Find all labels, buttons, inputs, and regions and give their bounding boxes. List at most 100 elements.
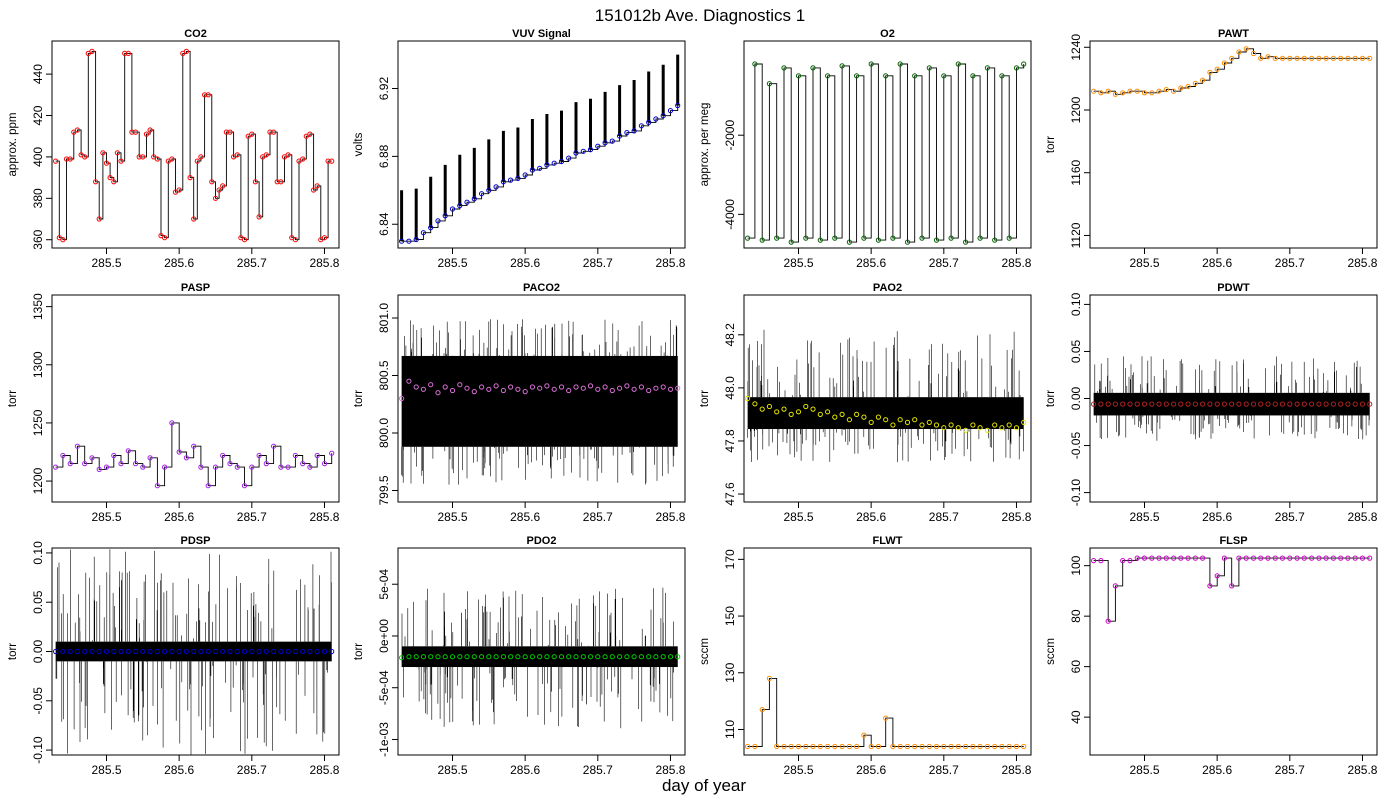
data-point bbox=[1013, 743, 1020, 750]
data-point bbox=[1127, 401, 1133, 407]
y-tick-label: 47.8 bbox=[723, 429, 737, 453]
data-point bbox=[638, 654, 645, 660]
data-point bbox=[1229, 583, 1235, 589]
data-point bbox=[220, 648, 226, 655]
data-point bbox=[329, 648, 335, 655]
data-point bbox=[1367, 555, 1373, 561]
y-tick-label: 0.00 bbox=[1069, 386, 1083, 410]
marker-group bbox=[53, 420, 335, 489]
data-point bbox=[172, 189, 179, 195]
y-axis-label: approx. ppm bbox=[7, 113, 19, 177]
plot-area bbox=[1091, 555, 1373, 624]
data-point bbox=[875, 743, 882, 750]
data-point bbox=[897, 61, 903, 67]
data-point bbox=[752, 743, 758, 750]
data-point bbox=[1178, 85, 1184, 91]
y-tick-label: 130 bbox=[723, 662, 737, 682]
data-point bbox=[147, 127, 153, 133]
data-point bbox=[1163, 555, 1169, 561]
x-tick-label: 285.8 bbox=[655, 510, 685, 524]
data-point bbox=[883, 73, 889, 79]
data-point bbox=[803, 403, 809, 410]
data-point bbox=[227, 461, 233, 467]
data-point bbox=[846, 743, 853, 750]
panel-pdsp: PDSP 285.5 285.6 285.7 285.8 -0.10 -0.05 0.00 0.… bbox=[7, 535, 340, 777]
data-point bbox=[781, 743, 787, 750]
data-point bbox=[1229, 55, 1235, 61]
data-point bbox=[984, 743, 991, 750]
x-tick-label: 285.6 bbox=[164, 256, 194, 270]
y-tick-label: 47.6 bbox=[723, 482, 737, 506]
data-point bbox=[435, 654, 441, 660]
data-point bbox=[67, 156, 73, 162]
data-point bbox=[948, 235, 954, 241]
data-point bbox=[926, 419, 932, 425]
plot-area bbox=[745, 329, 1027, 463]
data-point bbox=[624, 383, 630, 389]
data-point bbox=[278, 648, 284, 655]
data-point bbox=[558, 158, 565, 165]
data-point bbox=[1207, 401, 1213, 407]
x-tick-label: 285.6 bbox=[510, 763, 540, 777]
data-point bbox=[1221, 401, 1228, 407]
panel-title: PASP bbox=[181, 282, 210, 294]
y-axis-label: approx. per meg bbox=[699, 103, 711, 187]
data-point bbox=[1236, 555, 1242, 561]
data-point bbox=[133, 648, 139, 655]
data-point bbox=[646, 654, 652, 660]
data-point bbox=[471, 389, 477, 395]
data-point bbox=[766, 675, 773, 682]
data-point bbox=[442, 213, 448, 219]
data-point bbox=[817, 237, 823, 243]
data-point bbox=[191, 216, 197, 222]
data-point bbox=[435, 390, 441, 396]
data-point bbox=[252, 179, 258, 185]
y-tick-label: 0.00 bbox=[31, 639, 45, 663]
x-tick-label: 285.7 bbox=[237, 763, 267, 777]
data-point bbox=[125, 648, 131, 655]
panel-o2: O2 285.5 285.6 285.7 285.8 -4000 -2000 approx. … bbox=[699, 28, 1032, 270]
data-point bbox=[183, 648, 189, 655]
data-point bbox=[202, 92, 208, 98]
y-axis-label: torr bbox=[7, 390, 19, 407]
data-point bbox=[103, 464, 110, 470]
data-point bbox=[1098, 90, 1104, 96]
data-point bbox=[759, 237, 765, 243]
y-tick-label: 60 bbox=[1069, 660, 1083, 674]
data-point bbox=[745, 235, 751, 241]
plot-frame bbox=[397, 547, 686, 756]
data-point bbox=[428, 225, 434, 231]
data-point bbox=[890, 743, 896, 750]
data-point bbox=[617, 133, 623, 139]
x-tick-label: 285.8 bbox=[1347, 256, 1377, 270]
data-point bbox=[198, 648, 204, 655]
noise-band bbox=[747, 397, 1024, 430]
data-point bbox=[781, 406, 787, 412]
data-point bbox=[537, 654, 543, 660]
panel-co2: CO2 285.5 285.6 285.7 285.8 360 380 400 420 440 ap… bbox=[7, 28, 340, 270]
data-point bbox=[67, 461, 73, 467]
panel-title: PAWT bbox=[1218, 28, 1249, 40]
data-point bbox=[1013, 425, 1020, 431]
data-point bbox=[941, 743, 947, 750]
data-point bbox=[970, 422, 976, 428]
data-point bbox=[544, 383, 550, 389]
data-point bbox=[53, 648, 59, 655]
noise-spikes bbox=[401, 587, 674, 729]
y-axis-label: volts bbox=[353, 132, 365, 156]
data-point bbox=[256, 452, 262, 459]
data-point bbox=[587, 147, 594, 153]
data-point bbox=[817, 411, 823, 417]
data-point bbox=[1120, 401, 1126, 407]
data-point bbox=[241, 648, 248, 655]
x-tick-label: 285.5 bbox=[783, 763, 813, 777]
data-point bbox=[1178, 401, 1184, 407]
data-point bbox=[1316, 401, 1322, 407]
data-point bbox=[912, 73, 918, 79]
data-point bbox=[595, 654, 601, 660]
data-point bbox=[788, 743, 794, 750]
data-point bbox=[1141, 90, 1148, 96]
x-tick-label: 285.6 bbox=[856, 763, 886, 777]
data-point bbox=[1265, 401, 1271, 407]
data-point bbox=[1359, 55, 1366, 61]
